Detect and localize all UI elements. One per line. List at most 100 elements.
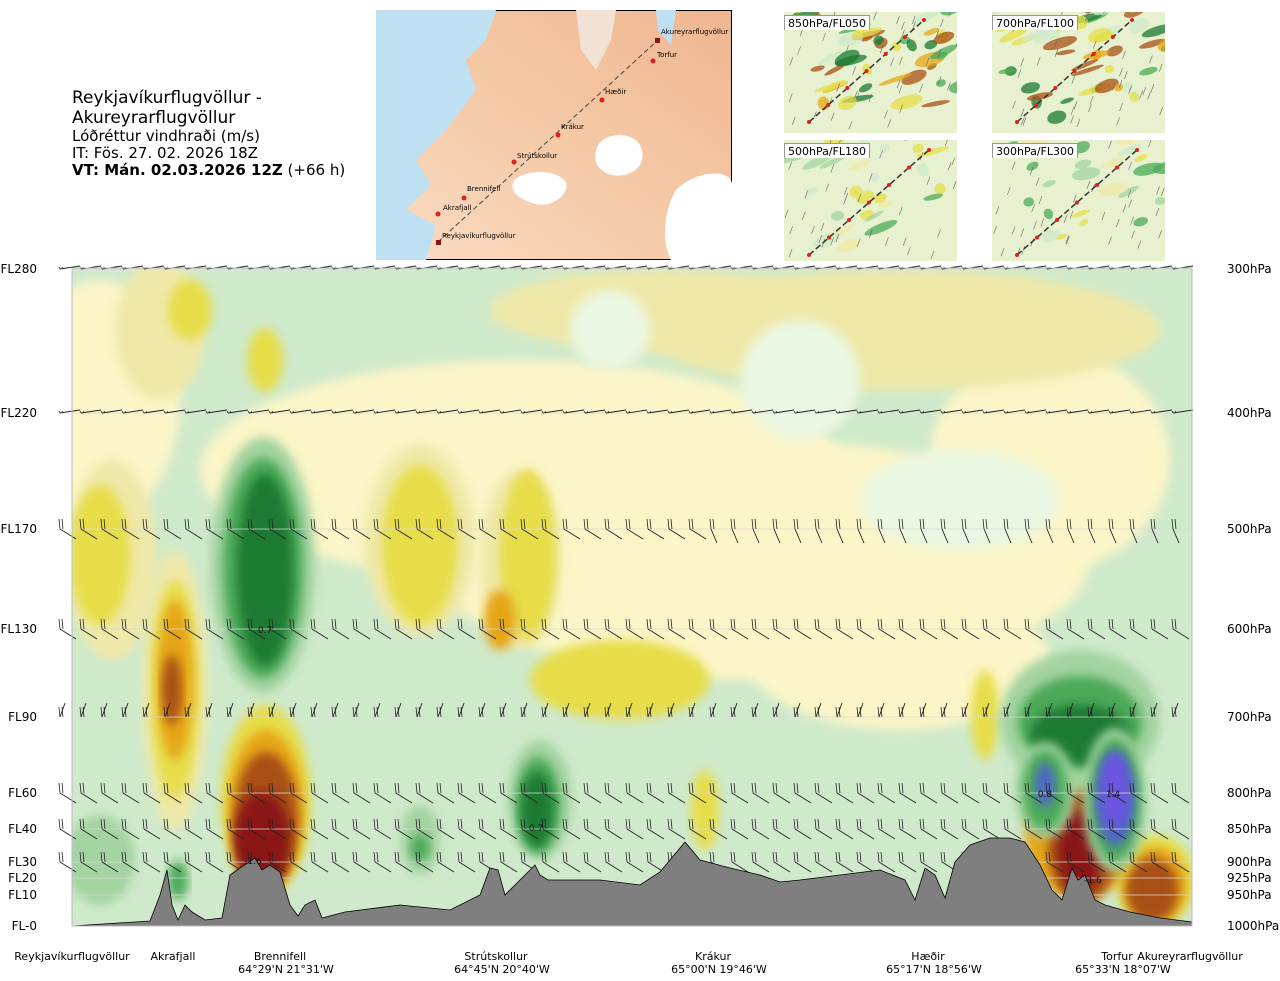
wind-barb — [164, 628, 182, 640]
wind-barb-feather — [334, 706, 337, 718]
wind-barb-feather — [1024, 618, 1027, 630]
wind-barb-feather — [142, 410, 145, 414]
wind-barb-feather — [121, 818, 124, 830]
wind-barb — [500, 861, 518, 873]
wind-barb — [962, 792, 980, 804]
wind-barb — [647, 792, 665, 804]
wind-barb — [794, 828, 812, 840]
wind-barb-feather — [499, 706, 502, 718]
wind-barb-feather — [163, 851, 166, 863]
wind-barb — [1130, 792, 1148, 804]
wind-barb-feather — [1153, 410, 1156, 414]
wind-barb-feather — [187, 706, 190, 718]
wind-barb — [920, 828, 938, 840]
wind-barb-feather — [397, 618, 400, 630]
wind-barb-feather — [859, 706, 862, 718]
wind-barb-feather — [373, 518, 376, 530]
wind-barb-feather — [355, 518, 358, 530]
wind-barb-feather — [268, 518, 271, 530]
wind-barb-feather — [478, 618, 481, 630]
wind-barb-feather — [457, 518, 460, 530]
wind-barb — [899, 861, 917, 873]
wind-barb — [269, 792, 287, 804]
wind-barb-feather — [394, 851, 397, 863]
wind-barb-feather — [457, 706, 460, 718]
wind-barb-feather — [184, 618, 187, 630]
wind-barb — [1046, 861, 1064, 873]
wind-barb-feather — [751, 706, 754, 718]
wind-barb — [731, 792, 749, 804]
wind-barb — [857, 828, 875, 840]
wind-barb-feather — [61, 706, 64, 718]
wind-barb-feather — [919, 618, 922, 630]
wind-barb — [479, 828, 497, 840]
wind-barb-feather — [58, 851, 61, 863]
wind-barb-feather — [145, 410, 148, 414]
wind-barb-feather — [268, 706, 271, 718]
wind-barb — [878, 409, 900, 414]
wind-barb-feather — [1171, 782, 1174, 794]
wind-barb — [311, 628, 329, 640]
wind-barb-feather — [688, 782, 691, 794]
wind-barb — [626, 628, 644, 640]
issue-time: IT: Fös. 27. 02. 2026 18Z — [72, 144, 258, 162]
wind-barb — [605, 861, 623, 873]
wind-barb — [668, 792, 686, 804]
wind-barb-feather — [124, 618, 127, 630]
wind-barb-feather — [1132, 851, 1135, 863]
wind-barb — [269, 409, 291, 414]
wind-barb — [206, 409, 228, 414]
wind-barb — [311, 861, 329, 873]
wind-barb-feather — [859, 851, 862, 863]
wind-barb — [290, 528, 308, 540]
panel-500hpa-label: 500hPa/FL180 — [784, 143, 871, 158]
wind-barb-feather — [82, 618, 85, 630]
wind-barb-feather — [187, 782, 190, 794]
wind-barb-feather — [793, 706, 796, 718]
title-block: Reykjavíkurflugvöllur - Akureyrarflugvöl… — [72, 88, 372, 179]
wind-barb-feather — [292, 618, 295, 630]
wind-barb-feather — [478, 782, 481, 794]
wind-barb — [626, 861, 644, 873]
wind-barb-feather — [334, 818, 337, 830]
wind-barb-feather — [733, 706, 736, 718]
wind-barb-feather — [709, 782, 712, 794]
map-label-akrafjall: Akrafjall — [443, 204, 472, 212]
wind-barb — [647, 628, 665, 640]
right-axis-label: 800hPa — [1227, 786, 1272, 800]
wind-barb-feather — [1003, 618, 1006, 630]
wind-barb-feather — [1150, 410, 1153, 414]
wind-barb-feather — [1048, 410, 1051, 414]
wind-barb — [164, 528, 182, 540]
wind-barb-feather — [121, 706, 124, 718]
wind-barb-feather — [940, 851, 943, 863]
wind-barb — [1046, 792, 1064, 804]
wind-barb-feather — [1129, 782, 1132, 794]
wind-barb — [1109, 828, 1127, 840]
wind-barb-feather — [1087, 851, 1090, 863]
wind-barb-feather — [1150, 706, 1153, 718]
wind-barb-feather — [754, 851, 757, 863]
wind-barb-feather — [79, 518, 82, 530]
wind-barb-feather — [856, 706, 859, 718]
wind-barb — [920, 528, 928, 544]
wind-barb-feather — [943, 851, 946, 863]
wind-barb-feather — [646, 818, 649, 830]
wind-barb-feather — [751, 782, 754, 794]
wind-barb-feather — [271, 706, 274, 718]
wind-barb-feather — [415, 706, 418, 718]
wind-barb — [521, 828, 539, 840]
wind-barb — [710, 792, 728, 804]
wind-barb — [227, 828, 245, 840]
wind-barb-feather — [667, 618, 670, 630]
wind-barb-feather — [646, 851, 649, 863]
wind-barb — [227, 528, 245, 540]
wind-barb — [752, 628, 770, 640]
wind-barb — [374, 628, 392, 640]
wind-barb-feather — [415, 618, 418, 630]
wind-barb-feather — [544, 818, 547, 830]
wind-barb — [941, 409, 963, 414]
wind-barb-feather — [1027, 818, 1030, 830]
wind-barb — [395, 828, 413, 840]
wind-barb — [1025, 628, 1043, 640]
